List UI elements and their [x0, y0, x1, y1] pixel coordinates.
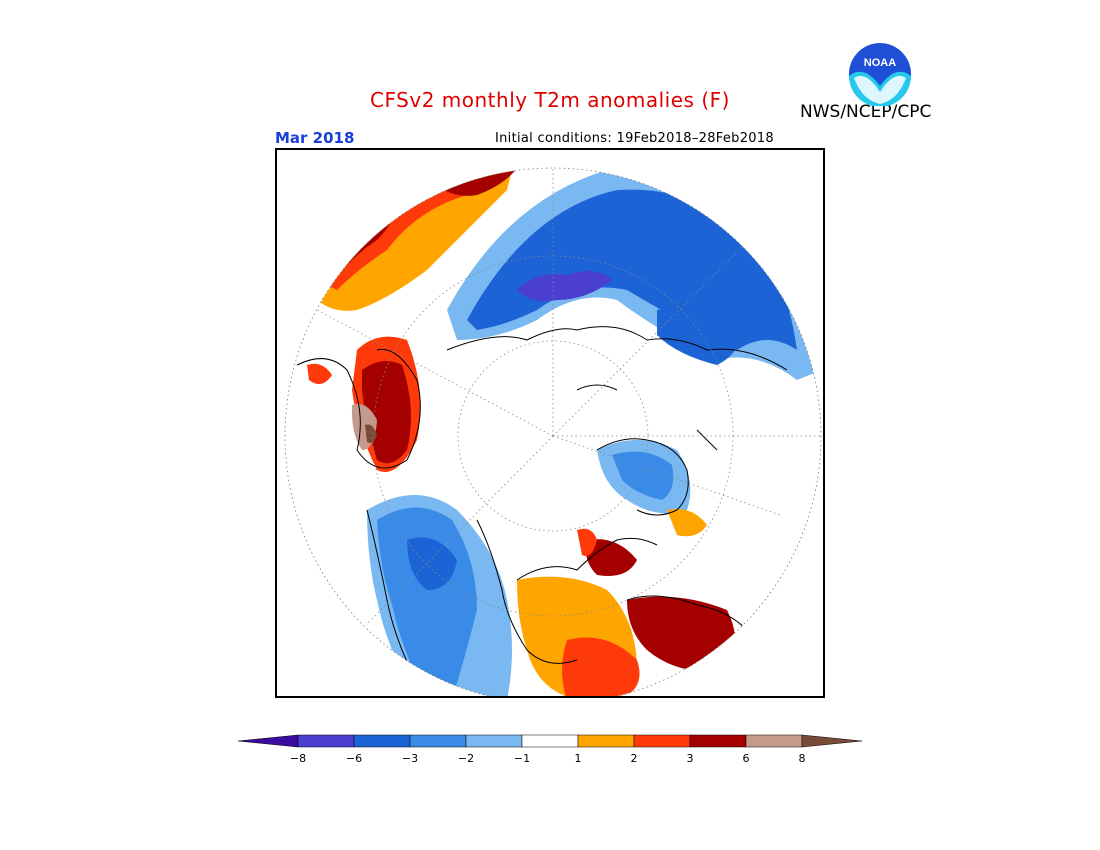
colorbar-bin-0 — [238, 734, 299, 748]
extreme-core-greenland — [365, 424, 377, 444]
warm-region-scandinavia — [577, 528, 597, 556]
very-cold-patch — [517, 271, 612, 302]
warm-patch-urals — [667, 509, 707, 537]
colorbar-tick-label: 6 — [742, 752, 750, 765]
warm-region-atlantic-red — [562, 637, 640, 696]
colorbar-bin-3 — [409, 734, 467, 748]
logo-text: NOAA — [864, 57, 896, 69]
colorbar-bin-9 — [745, 734, 803, 748]
noaa-logo: NOAA — [849, 43, 911, 106]
colorbar-tick-label: −6 — [345, 752, 363, 765]
hot-region-scandinavia — [585, 539, 637, 576]
warm-patch-baffin — [307, 363, 332, 384]
valid-month: Mar 2018 — [275, 129, 355, 147]
colorbar-tick-label: 3 — [686, 752, 694, 765]
colorbar-tick-label: 8 — [798, 752, 806, 765]
graticule — [316, 168, 821, 626]
cold-patch-kamchatka — [657, 306, 740, 365]
colorbar-tick-label: −1 — [513, 752, 531, 765]
colorbar-tick-label: −3 — [401, 752, 419, 765]
colorbar-tick-label: 2 — [630, 752, 638, 765]
colorbar-tick-label: −8 — [289, 752, 307, 765]
initial-conditions: Initial conditions: 19Feb2018–28Feb2018 — [495, 131, 774, 146]
chart-title: CFSv2 monthly T2m anomalies (F) — [370, 88, 730, 112]
colorbar-tick-label: −2 — [457, 752, 475, 765]
colorbar-bin-6 — [577, 734, 635, 748]
colorbar — [238, 734, 862, 748]
colorbar-bin-1 — [297, 734, 355, 748]
colorbar-bin-5 — [521, 734, 579, 748]
polar-map — [284, 167, 822, 696]
cold-region-russia-core — [612, 451, 674, 500]
map-panel — [275, 148, 825, 698]
cold-patch-canada — [407, 537, 457, 590]
agency-label: NWS/NCEP/CPC — [800, 102, 932, 122]
colorbar-bin-10 — [801, 734, 862, 748]
colorbar-bin-2 — [353, 734, 411, 748]
cold-region-siberia-core — [467, 189, 797, 350]
colorbar-bin-8 — [689, 734, 747, 748]
colorbar-bin-4 — [465, 734, 523, 748]
colorbar-bin-7 — [633, 734, 691, 748]
colorbar-tick-label: 1 — [574, 752, 582, 765]
hot-region-europe — [627, 596, 735, 671]
map-boundary — [284, 167, 822, 696]
